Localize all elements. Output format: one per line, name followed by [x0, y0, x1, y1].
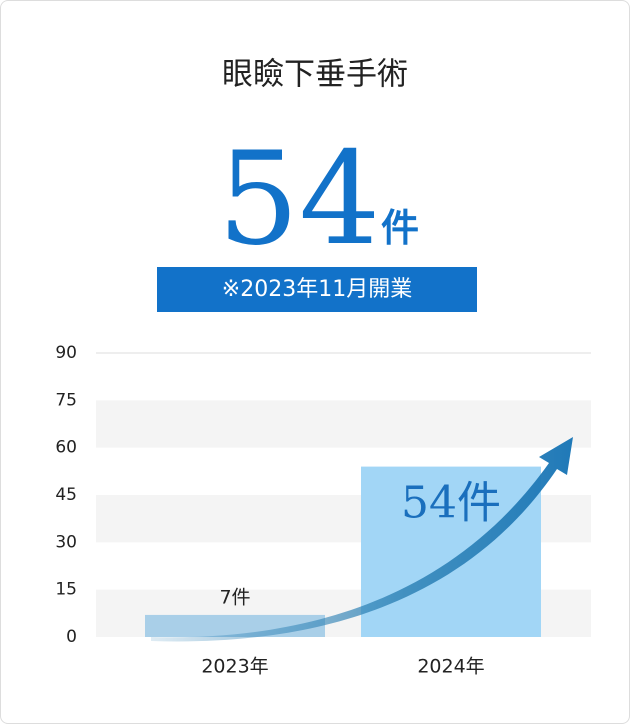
- x-tick-label: 2023年: [201, 656, 268, 678]
- y-tick-label: 30: [55, 532, 77, 552]
- bar: [361, 466, 541, 637]
- y-tick-label: 75: [55, 390, 77, 410]
- value-label: 54件: [401, 478, 501, 529]
- headline-value: 54: [218, 125, 381, 274]
- note-banner: [157, 267, 477, 312]
- y-tick-label: 0: [66, 627, 77, 647]
- chart-title: 眼瞼下垂手術: [222, 57, 408, 93]
- trend-arrow: [151, 437, 573, 642]
- y-tick-label: 45: [55, 485, 77, 505]
- value-label: 7件: [219, 587, 250, 609]
- y-tick-label: 15: [55, 580, 77, 600]
- y-tick-label: 60: [55, 438, 77, 458]
- x-tick-label: 2024年: [417, 656, 484, 678]
- note: ※2023年11月開業: [222, 277, 412, 302]
- grid-band: [96, 400, 591, 448]
- y-tick-label: 90: [55, 343, 77, 363]
- headline-unit: 件: [381, 206, 419, 250]
